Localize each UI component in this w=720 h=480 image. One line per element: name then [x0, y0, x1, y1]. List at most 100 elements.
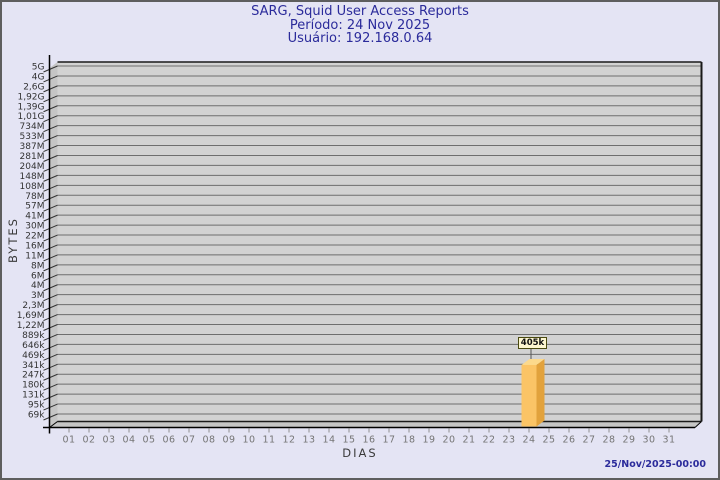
y-tick [43, 244, 58, 252]
y-tick-label: 4G [32, 72, 45, 82]
y-tick [43, 155, 58, 162]
bar-side-face [536, 358, 545, 427]
generation-timestamp: 25/Nov/2025-00:00 [604, 459, 706, 470]
y-tick-label: 3M [31, 291, 45, 301]
y-tick [43, 105, 58, 113]
y-tick-label: 1,69M [17, 311, 45, 321]
y-tick-label: 41M [25, 212, 44, 222]
y-tick-label: 57M [25, 202, 44, 212]
y-tick-label: 2,3M [22, 301, 44, 311]
x-tick-label: 18 [402, 435, 415, 446]
x-tick-label: 22 [482, 435, 495, 446]
y-tick-label: 889k [22, 331, 45, 341]
x-tick-label: 28 [602, 435, 615, 446]
y-tick-label: 646k [22, 341, 45, 351]
y-tick-label: 78M [25, 192, 44, 202]
y-tick-label: 533M [20, 132, 45, 142]
y-tick [43, 224, 58, 232]
y-tick-label: 1,39G [17, 102, 44, 112]
x-tick-label: 08 [202, 435, 215, 446]
x-tick-label: 30 [642, 435, 655, 446]
x-axis-title: DIAS [342, 446, 378, 460]
y-tick [43, 164, 58, 172]
y-tick-label: 148M [20, 172, 45, 182]
y-tick-label: 4M [31, 281, 45, 291]
y-tick [43, 125, 58, 133]
x-tick-label: 15 [342, 435, 355, 446]
y-tick-label: 22M [25, 232, 44, 242]
y-tick-label: 247k [22, 371, 45, 381]
y-tick-label: 2,6G [23, 82, 44, 92]
bar-top-face [521, 358, 545, 365]
user-subtitle: Usuário: 192.168.0.64 [287, 31, 433, 46]
bar-value-label: 405k [518, 337, 547, 349]
y-tick-label: 1,92G [17, 92, 44, 102]
y-tick [43, 343, 58, 351]
x-tick-label: 01 [62, 435, 75, 446]
x-tick-label: 06 [162, 435, 175, 446]
y-tick [43, 383, 58, 391]
y-tick [43, 333, 58, 341]
y-tick [43, 403, 58, 411]
y-tick [43, 264, 58, 272]
y-tick [43, 324, 58, 331]
y-tick-label: 281M [20, 152, 45, 162]
y-tick-label: 30M [25, 222, 44, 232]
x-tick-label: 16 [362, 435, 375, 446]
x-tick-label: 03 [102, 435, 115, 446]
y-tick [43, 353, 58, 361]
bar-front-face [521, 364, 537, 427]
x-tick-label: 04 [122, 435, 135, 446]
x-tick-label: 20 [442, 435, 455, 446]
y-tick-label: 16M [25, 241, 44, 251]
y-tick-label: 131k [22, 391, 45, 401]
plot-back-wall [57, 62, 702, 422]
x-tick-label: 24 [522, 435, 535, 446]
y-tick-label: 6M [31, 271, 45, 281]
y-tick-label: 734M [20, 122, 45, 132]
y-tick [43, 194, 58, 202]
plot-left-wall [49, 62, 58, 428]
y-tick-label: 108M [20, 182, 45, 192]
y-tick [43, 234, 58, 242]
y-tick [43, 373, 58, 381]
x-tick-label: 27 [582, 435, 595, 446]
y-tick-label: 341k [22, 361, 45, 371]
x-tick-label: 02 [82, 435, 95, 446]
y-tick [43, 135, 58, 143]
x-tick-label: 05 [142, 435, 155, 446]
y-tick-label: 95k [28, 401, 45, 411]
plot-floor [49, 421, 702, 428]
x-tick-label: 11 [262, 435, 275, 446]
y-tick-label: 5G [32, 63, 45, 73]
y-tick [43, 174, 58, 182]
y-tick [43, 85, 58, 93]
x-tick-label: 29 [622, 435, 635, 446]
chart-header: SARG, Squid User Access Reports Período:… [0, 5, 720, 46]
y-tick-label: 8M [31, 261, 45, 271]
y-tick-label: 204M [20, 162, 45, 172]
x-tick-label: 31 [662, 435, 675, 446]
x-tick-label: 12 [282, 435, 295, 446]
page-title: SARG, Squid User Access Reports [251, 4, 469, 19]
x-tick-label: 23 [502, 435, 515, 446]
y-tick-label: 469k [22, 351, 45, 361]
y-tick [43, 254, 58, 262]
y-tick [43, 304, 58, 312]
y-tick [43, 214, 58, 222]
x-tick-label: 13 [302, 435, 315, 446]
y-tick [43, 363, 58, 371]
x-tick-label: 26 [562, 435, 575, 446]
x-tick-label: 09 [222, 435, 235, 446]
y-tick [43, 95, 58, 103]
y-tick-label: 1,22M [17, 321, 45, 331]
y-tick [43, 115, 58, 123]
y-tick [43, 65, 58, 73]
y-tick [43, 393, 58, 401]
y-tick [43, 284, 58, 292]
y-tick [43, 75, 58, 83]
y-tick [43, 274, 58, 282]
y-axis-title: BYTES [6, 217, 20, 263]
